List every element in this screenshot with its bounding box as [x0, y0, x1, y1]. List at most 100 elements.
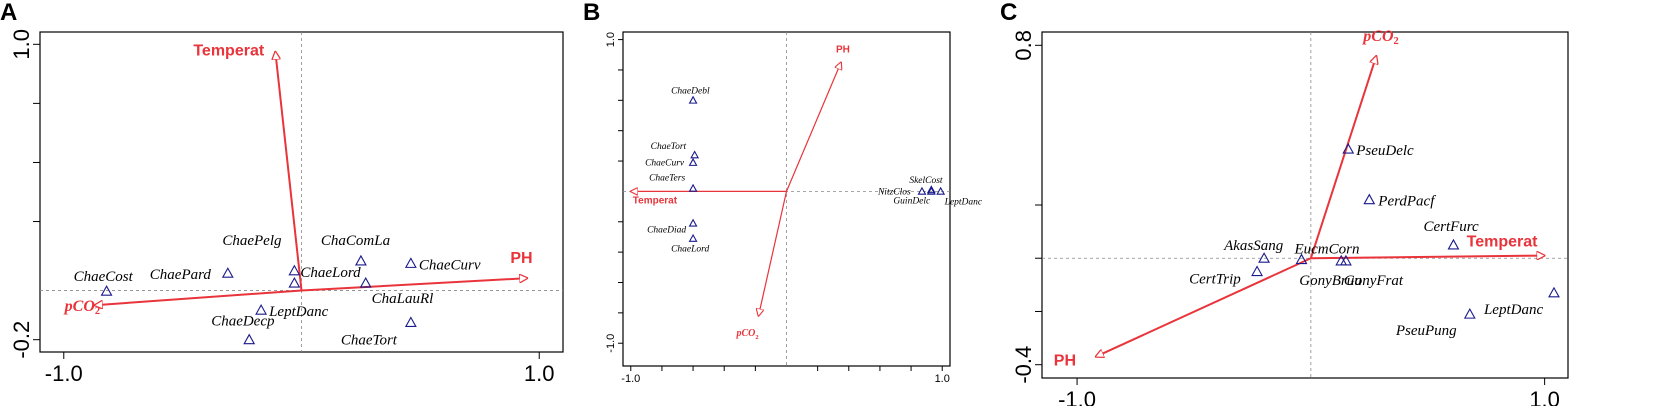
species-point-leptdanc — [255, 304, 268, 315]
species-label-chaedebl: ChaeDebl — [671, 86, 710, 96]
arrow-label-text: pCO — [735, 328, 755, 339]
species-label-perdpacf: PerdPacf — [1377, 194, 1436, 210]
arrow-pco — [95, 289, 302, 305]
species-label-pseupung: PseuPung — [1395, 323, 1457, 339]
species-point-akassang — [1258, 252, 1271, 263]
species-point-perdpacf — [1363, 193, 1376, 205]
arrow-ph — [301, 278, 528, 292]
x-tick-label: 1.0 — [524, 361, 555, 386]
species-label-akassang: AkasSang — [1223, 238, 1284, 254]
arrow-label-ph: PH — [510, 250, 532, 267]
species-point-chaeters — [688, 183, 698, 192]
species-label-chaediad: ChaeDiad — [647, 225, 686, 235]
arrow-pco — [1309, 56, 1376, 259]
plot-frame — [1041, 31, 1569, 379]
arrow-pco — [758, 191, 788, 315]
species-label-eucmcorn: EucmCorn — [1293, 242, 1359, 258]
species-point-gonyfrat — [1339, 254, 1352, 266]
arrow-label-ph: PH — [1054, 353, 1076, 370]
species-label-chaepelg: ChaePelg — [222, 233, 282, 249]
arrow-label-subscript: 2 — [755, 334, 758, 341]
species-label-nitzclos: NitzClos — [877, 187, 911, 197]
species-label-chaelord: ChaeLord — [300, 265, 361, 281]
arrow-label-text: PH — [510, 250, 532, 267]
species-point-chaecost — [100, 285, 113, 296]
species-label-chaepard: ChaePard — [150, 267, 212, 283]
y-tick-label: -0.2 — [9, 321, 34, 359]
species-point-chaetort — [690, 150, 700, 159]
arrow-temperat — [1310, 256, 1545, 259]
species-point-chacomla — [354, 254, 367, 266]
x-tick-label: 1.0 — [1529, 387, 1560, 406]
arrow-label-text: Temperat — [1467, 234, 1539, 251]
x-tick-label: 1.0 — [935, 373, 950, 385]
species-label-certtrip: CertTrip — [1189, 272, 1241, 288]
arrow-label-text: PH — [836, 44, 850, 55]
arrow-label-text: Temperat — [193, 43, 265, 60]
species-label-gonyfrat: GonyFrat — [1344, 273, 1404, 289]
species-point-leptdanc — [936, 186, 946, 195]
arrow-label-text: Temperat — [633, 195, 678, 206]
species-point-chaetort — [404, 316, 417, 328]
species-point-pseupung — [1463, 307, 1476, 319]
arrow-label-pco: pCO2 — [63, 298, 100, 317]
species-label-pseudelc: PseuDelc — [1355, 143, 1414, 159]
species-label-skelcost: SkelCost — [909, 176, 943, 186]
x-tick-label: -1.0 — [1058, 387, 1096, 406]
species-label-guindelc: GuinDelc — [893, 196, 931, 206]
panel-a-ordination-plot: A -1.0 1.0 1.0 -0.2 Temperat PH pCO2 ChaeCost Cha… — [0, 0, 564, 386]
species-label-chaetort: ChaeTort — [341, 332, 398, 348]
panel-letter: A — [0, 0, 17, 26]
species-point-chaepard — [221, 267, 234, 278]
arrow-label-pco: pCO2 — [735, 328, 758, 341]
species-label-chaeters: ChaeTers — [649, 173, 685, 183]
species-point-certtrip — [1251, 265, 1264, 277]
y-tick-label: 0.8 — [1011, 30, 1036, 61]
arrow-label-subscript: 2 — [1394, 36, 1399, 47]
y-tick-label: 1.0 — [605, 32, 617, 47]
arrow-label-temperat: Temperat — [633, 195, 678, 206]
species-label-chaecost: ChaeCost — [74, 269, 134, 285]
panel-c-ordination-plot: C -1.0 1.0 0.8 -0.4 pCO2 Temperat PH PseuDelc Per… — [1000, 0, 1569, 406]
species-point-chalaurl — [359, 276, 372, 288]
species-point-chaelord — [688, 233, 698, 242]
arrow-label-text: pCO — [63, 298, 96, 315]
species-label-chacomla: ChaComLa — [321, 233, 390, 249]
species-point-chaedecp — [243, 333, 256, 345]
arrow-label-temperat: Temperat — [193, 43, 265, 60]
species-label-certfurc: CertFurc — [1423, 219, 1479, 235]
panel-letter: C — [1000, 0, 1017, 26]
species-label-chaedecp: ChaeDecp — [211, 314, 275, 330]
species-point-chaediad — [688, 218, 698, 227]
species-label-chaetort: ChaeTort — [651, 142, 687, 152]
arrow-temperat — [275, 52, 303, 291]
y-tick-label: -1.0 — [605, 334, 617, 353]
arrow-label-subscript: 2 — [95, 306, 100, 317]
species-point-chaepelg — [288, 264, 301, 276]
species-point-pseudelc — [1342, 142, 1355, 154]
x-tick-label: -1.0 — [621, 373, 640, 385]
arrow-label-pco: pCO2 — [1361, 28, 1398, 47]
species-point-chaecurv — [688, 157, 698, 166]
species-point-guindelc — [926, 186, 936, 195]
arrow-label-temperat: Temperat — [1467, 234, 1539, 251]
species-label-gonybruu: GonyBruu — [1299, 273, 1362, 289]
species-label-leptdanc: LeptDanc — [944, 197, 983, 207]
panel-letter: B — [583, 0, 600, 26]
species-label-chaelord: ChaeLord — [671, 244, 709, 254]
arrow-label-text: pCO — [1361, 28, 1394, 45]
arrow-ph — [785, 62, 842, 192]
species-point-chaelord — [288, 276, 301, 288]
y-tick-label: 1.0 — [9, 29, 34, 60]
species-point-chaedebl — [688, 95, 698, 104]
species-point-chaecurv — [404, 257, 417, 268]
species-label-chalaurl: ChaLauRl — [372, 291, 434, 307]
species-point-leptdanc — [1548, 286, 1560, 298]
species-point-nitzclos — [917, 186, 927, 195]
arrow-label-ph: PH — [836, 44, 850, 55]
arrow-ph — [1096, 257, 1312, 356]
panel-b-ordination-plot: B -1.0 1.0 1.0 -1.0 PH Temperat pCO2 ChaeDebl Cha… — [583, 0, 983, 385]
species-point-skelcost — [926, 185, 936, 194]
species-label-leptdanc: LeptDanc — [268, 304, 329, 320]
x-tick-label: -1.0 — [45, 361, 83, 386]
